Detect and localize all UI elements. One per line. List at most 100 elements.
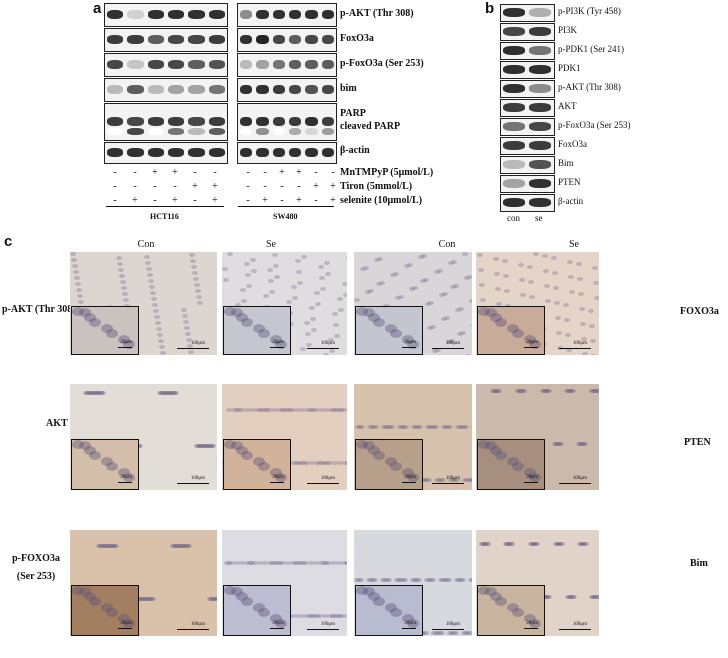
- nucleus-speck: [418, 255, 424, 259]
- blot-band: [240, 148, 253, 157]
- nucleus-speck: [591, 354, 597, 355]
- nucleus-speck: [190, 259, 196, 263]
- nucleus-speck: [159, 391, 165, 395]
- nucleus-speck: [507, 323, 519, 333]
- ihc-row-label-bim: Bim: [690, 558, 708, 569]
- nucleus-speck: [104, 544, 110, 548]
- nucleus-speck: [397, 425, 403, 429]
- nucleus-speck: [582, 442, 588, 446]
- nucleus-speck: [518, 263, 524, 267]
- panel-a-label-pfoxo3a: p-FoxO3a (Ser 253): [340, 58, 424, 69]
- blot-band: [503, 65, 525, 74]
- blot-band-cleaved: [127, 128, 144, 135]
- blot-band: [208, 117, 225, 126]
- nucleus-speck: [402, 578, 408, 582]
- nucleus-speck: [479, 542, 485, 546]
- nucleus-speck: [123, 339, 135, 349]
- nucleus-speck: [455, 308, 461, 312]
- nucleus-speck: [591, 595, 597, 599]
- nucleus-speck: [109, 544, 115, 548]
- treatment-sign: -: [280, 195, 284, 206]
- nucleus-speck: [183, 544, 189, 548]
- blot-band: [321, 60, 334, 69]
- blot-band: [529, 103, 551, 112]
- nucleus-speck: [399, 425, 405, 429]
- nucleus-speck: [289, 614, 295, 618]
- nucleus-speck: [241, 451, 253, 461]
- nucleus-speck: [201, 444, 207, 448]
- inset-scale-label: 20μm: [120, 474, 132, 480]
- nucleus-speck: [593, 281, 599, 285]
- main-scale-bar: [177, 628, 209, 630]
- panel-a-label-pakt: p-AKT (Thr 308): [340, 8, 414, 19]
- cell-line-hct116: HCT116: [150, 212, 179, 221]
- blot-band: [503, 46, 525, 55]
- nucleus-speck: [320, 287, 326, 291]
- blot-band: [529, 141, 551, 150]
- nucleus-speck: [214, 597, 217, 601]
- nucleus-speck: [346, 256, 347, 260]
- nucleus-speck: [79, 587, 91, 597]
- panel-b-label-1: PI3K: [558, 25, 578, 35]
- blot-band-cleaved: [240, 128, 253, 135]
- nucleus-speck: [507, 603, 519, 613]
- panel-a-letter: a: [93, 0, 102, 17]
- nucleus-speck: [236, 408, 242, 412]
- nucleus-speck: [234, 408, 240, 412]
- nucleus-speck: [251, 269, 257, 273]
- nucleus-speck: [449, 631, 455, 635]
- nucleus-speck: [184, 544, 190, 548]
- inset-scale-bar: [270, 627, 284, 629]
- nucleus-speck: [258, 462, 270, 472]
- nucleus-speck: [295, 259, 301, 263]
- nucleus-speck: [314, 291, 320, 295]
- nucleus-speck: [249, 561, 255, 565]
- nucleus-speck: [494, 389, 500, 393]
- nucleus-speck: [188, 350, 194, 354]
- nucleus-speck: [531, 542, 537, 546]
- nucleus-speck: [567, 595, 573, 599]
- main-scale-label: 100μm: [190, 341, 205, 346]
- nucleus-speck: [99, 544, 105, 548]
- nucleus-speck: [195, 444, 201, 448]
- nucleus-speck: [342, 282, 347, 286]
- nucleus-speck: [180, 544, 186, 548]
- nucleus-speck: [385, 457, 397, 467]
- nucleus-speck: [430, 578, 436, 582]
- nucleus-speck: [101, 544, 107, 548]
- treatment-label-mntmpyp: MnTMPyP (5μmol/L): [340, 167, 434, 178]
- main-scale-label: 100μm: [572, 622, 587, 627]
- nucleus-speck: [84, 391, 90, 395]
- nucleus-speck: [101, 603, 113, 613]
- blot-band: [107, 10, 124, 19]
- cell-line-sw480: SW480: [273, 212, 298, 221]
- blot-band: [272, 10, 285, 19]
- nucleus-speck: [544, 284, 550, 288]
- nucleus-speck: [272, 408, 278, 412]
- blot-strip-a-0-2: [104, 53, 228, 77]
- treatment-sign: -: [263, 167, 267, 178]
- panel-b-label-8: Bim: [558, 158, 574, 168]
- nucleus-speck: [534, 542, 540, 546]
- panel-a-label-cleaved-parp: cleaved PARP: [340, 121, 401, 132]
- nucleus-speck: [95, 391, 101, 395]
- nucleus-speck: [173, 391, 179, 395]
- nucleus-speck: [280, 408, 286, 412]
- blot-strip-b-0: [500, 4, 555, 22]
- blot-band: [256, 117, 269, 126]
- nucleus-speck: [438, 478, 444, 482]
- nucleus-speck: [434, 270, 440, 274]
- nucleus-speck: [495, 597, 507, 607]
- nucleus-speck: [589, 324, 595, 328]
- nucleus-speck: [247, 561, 253, 565]
- blot-band: [305, 85, 318, 94]
- blot-band-cleaved: [305, 128, 318, 135]
- ihc-inset-r0-c3: 20μm: [477, 305, 545, 355]
- nucleus-speck: [376, 282, 382, 286]
- nucleus-speck: [231, 408, 237, 412]
- nucleus-speck: [395, 296, 401, 300]
- main-scale-bar: [432, 482, 464, 484]
- nucleus-speck: [328, 408, 334, 412]
- nucleus-speck: [594, 389, 599, 393]
- nucleus-speck: [578, 292, 584, 296]
